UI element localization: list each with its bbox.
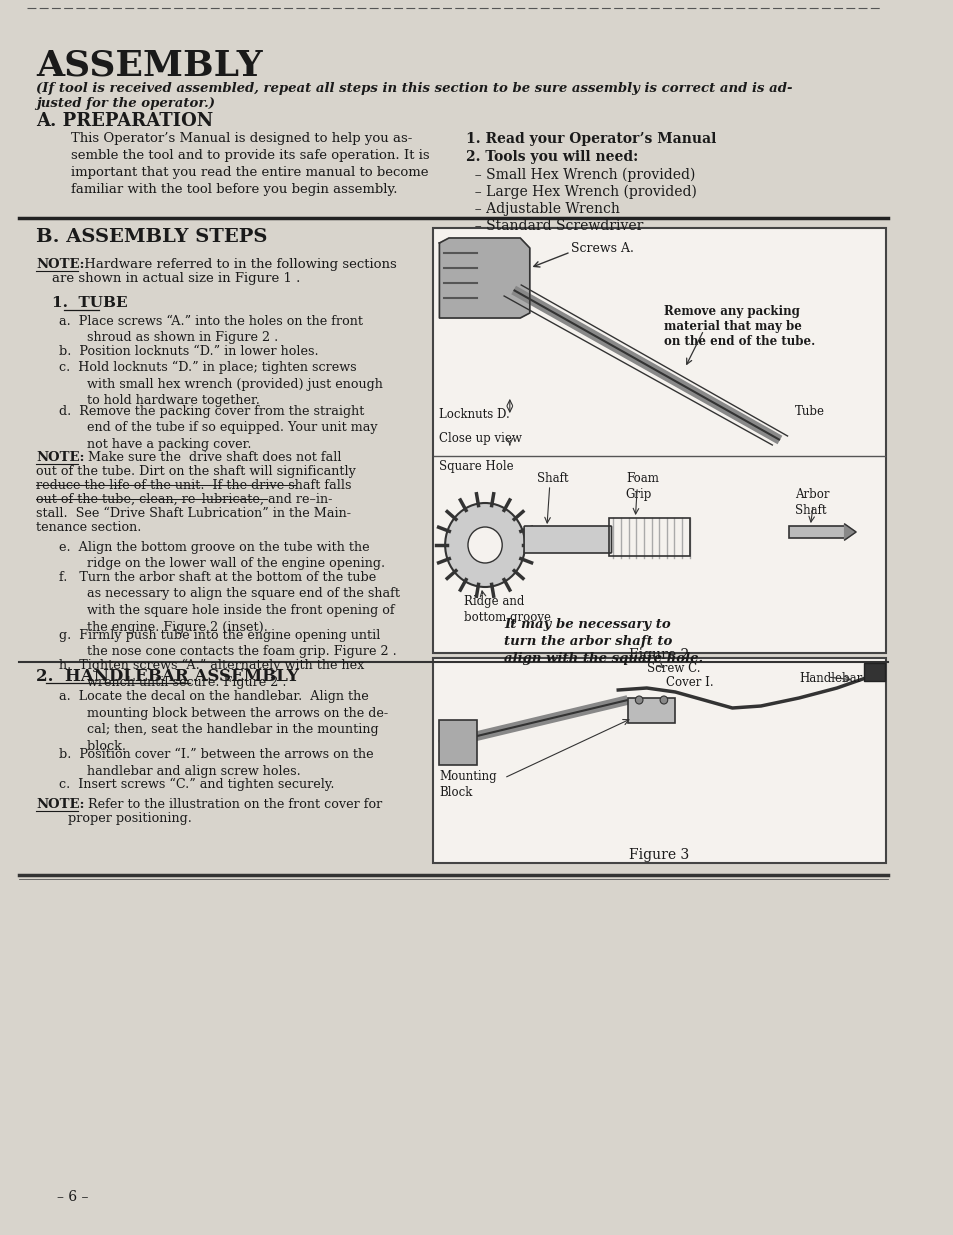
Text: c.  Insert screws “C.” and tighten securely.: c. Insert screws “C.” and tighten secure…	[59, 778, 335, 792]
Text: f.   Turn the arbor shaft at the bottom of the tube
       as necessary to align: f. Turn the arbor shaft at the bottom of…	[59, 571, 399, 634]
Text: NOTE:: NOTE:	[36, 451, 85, 464]
Text: Hardware referred to in the following sections: Hardware referred to in the following se…	[80, 258, 396, 270]
Text: NOTE:: NOTE:	[36, 258, 85, 270]
Text: Screws A.: Screws A.	[570, 242, 633, 254]
Text: B. ASSEMBLY STEPS: B. ASSEMBLY STEPS	[36, 228, 267, 246]
Circle shape	[659, 697, 667, 704]
Text: are shown in actual size in Figure 1 .: are shown in actual size in Figure 1 .	[52, 272, 300, 285]
Text: Square Hole: Square Hole	[439, 459, 514, 473]
Text: d.  Remove the packing cover from the straight
       end of the tube if so equi: d. Remove the packing cover from the str…	[59, 405, 377, 451]
Text: Figure 3: Figure 3	[628, 848, 689, 862]
Text: – Standard Screwdriver: – Standard Screwdriver	[466, 219, 642, 233]
Text: 2.  HANDLEBAR ASSEMBLY: 2. HANDLEBAR ASSEMBLY	[36, 668, 298, 685]
Text: – Adjustable Wrench: – Adjustable Wrench	[466, 203, 619, 216]
Text: Mounting
Block: Mounting Block	[439, 769, 497, 799]
Text: ASSEMBLY: ASSEMBLY	[36, 48, 262, 82]
Text: Foam
Grip: Foam Grip	[625, 472, 658, 501]
Text: a.  Locate the decal on the handlebar.  Align the
       mounting block between : a. Locate the decal on the handlebar. Al…	[59, 690, 388, 752]
Text: Remove any packing
material that may be
on the end of the tube.: Remove any packing material that may be …	[663, 305, 814, 348]
Text: Refer to the illustration on the front cover for: Refer to the illustration on the front c…	[80, 798, 382, 811]
Text: A. PREPARATION: A. PREPARATION	[36, 112, 213, 130]
Text: Make sure the  drive shaft does not fall: Make sure the drive shaft does not fall	[80, 451, 341, 464]
Text: Ridge and
bottom groove: Ridge and bottom groove	[464, 595, 551, 624]
Text: Screw C.: Screw C.	[646, 662, 700, 676]
Text: a.  Place screws “A.” into the holes on the front
       shroud as shown in Figu: a. Place screws “A.” into the holes on t…	[59, 315, 362, 345]
Text: Tube: Tube	[795, 405, 824, 417]
Text: g.  Firmly push tube into the engine opening until
       the nose cone contacts: g. Firmly push tube into the engine open…	[59, 629, 396, 658]
Text: Figure 2: Figure 2	[628, 648, 689, 662]
Text: b.  Position cover “I.” between the arrows on the
       handlebar and align scr: b. Position cover “I.” between the arrow…	[59, 748, 374, 778]
Text: proper positioning.: proper positioning.	[52, 811, 192, 825]
Bar	[439, 720, 477, 764]
Text: out of the tube, clean, re–lubricate, and re–in-: out of the tube, clean, re–lubricate, an…	[36, 493, 333, 506]
Bar	[433, 658, 884, 863]
Text: e.  Align the bottom groove on the tube with the
       ridge on the lower wall : e. Align the bottom groove on the tube w…	[59, 541, 385, 571]
Text: Cover I.: Cover I.	[665, 676, 713, 689]
Text: reduce the life of the unit.  If the drive shaft falls: reduce the life of the unit. If the driv…	[36, 479, 352, 492]
FancyBboxPatch shape	[523, 526, 611, 553]
Bar	[608, 517, 689, 556]
Text: 1. Read your Operator’s Manual: 1. Read your Operator’s Manual	[466, 132, 716, 146]
Text: This Operator’s Manual is designed to help you as-
semble the tool and to provid: This Operator’s Manual is designed to he…	[71, 132, 430, 196]
Bar	[433, 228, 884, 653]
Text: – 6 –: – 6 –	[57, 1191, 89, 1204]
Text: (If tool is received assembled, repeat all steps in this section to be sure asse: (If tool is received assembled, repeat a…	[36, 82, 792, 110]
Circle shape	[445, 503, 524, 587]
Bar	[789, 526, 845, 538]
Text: h.  Tighten screws “A.” alternately with the hex
       wrench until secure. Fig: h. Tighten screws “A.” alternately with …	[59, 659, 364, 689]
Text: tenance section.: tenance section.	[36, 521, 141, 534]
Text: 1.  TUBE: 1. TUBE	[52, 296, 128, 310]
Text: c.  Hold locknuts “D.” in place; tighten screws
       with small hex wrench (pr: c. Hold locknuts “D.” in place; tighten …	[59, 361, 382, 408]
Text: out of the tube. Dirt on the shaft will significantly: out of the tube. Dirt on the shaft will …	[36, 466, 355, 478]
Text: Close up view: Close up view	[439, 432, 521, 445]
Polygon shape	[439, 238, 529, 317]
Circle shape	[635, 697, 642, 704]
Text: It may be necessary to
turn the arbor shaft to
align with the square hole.: It may be necessary to turn the arbor sh…	[503, 618, 702, 664]
Circle shape	[468, 527, 501, 563]
Text: NOTE:: NOTE:	[36, 798, 85, 811]
Text: 2. Tools you will need:: 2. Tools you will need:	[466, 149, 638, 164]
Bar	[862, 663, 883, 680]
Bar	[627, 698, 675, 722]
Text: stall.  See “Drive Shaft Lubrication” in the Main-: stall. See “Drive Shaft Lubrication” in …	[36, 508, 351, 520]
Text: Shaft: Shaft	[537, 472, 568, 485]
Text: – Small Hex Wrench (provided): – Small Hex Wrench (provided)	[466, 168, 695, 183]
Text: Arbor
Shaft: Arbor Shaft	[795, 488, 829, 517]
Text: b.  Position locknuts “D.” in lower holes.: b. Position locknuts “D.” in lower holes…	[59, 345, 318, 358]
Text: Handlebar: Handlebar	[798, 672, 862, 685]
Polygon shape	[843, 524, 855, 540]
Text: Locknuts D.: Locknuts D.	[439, 408, 510, 421]
Text: – Large Hex Wrench (provided): – Large Hex Wrench (provided)	[466, 185, 697, 199]
